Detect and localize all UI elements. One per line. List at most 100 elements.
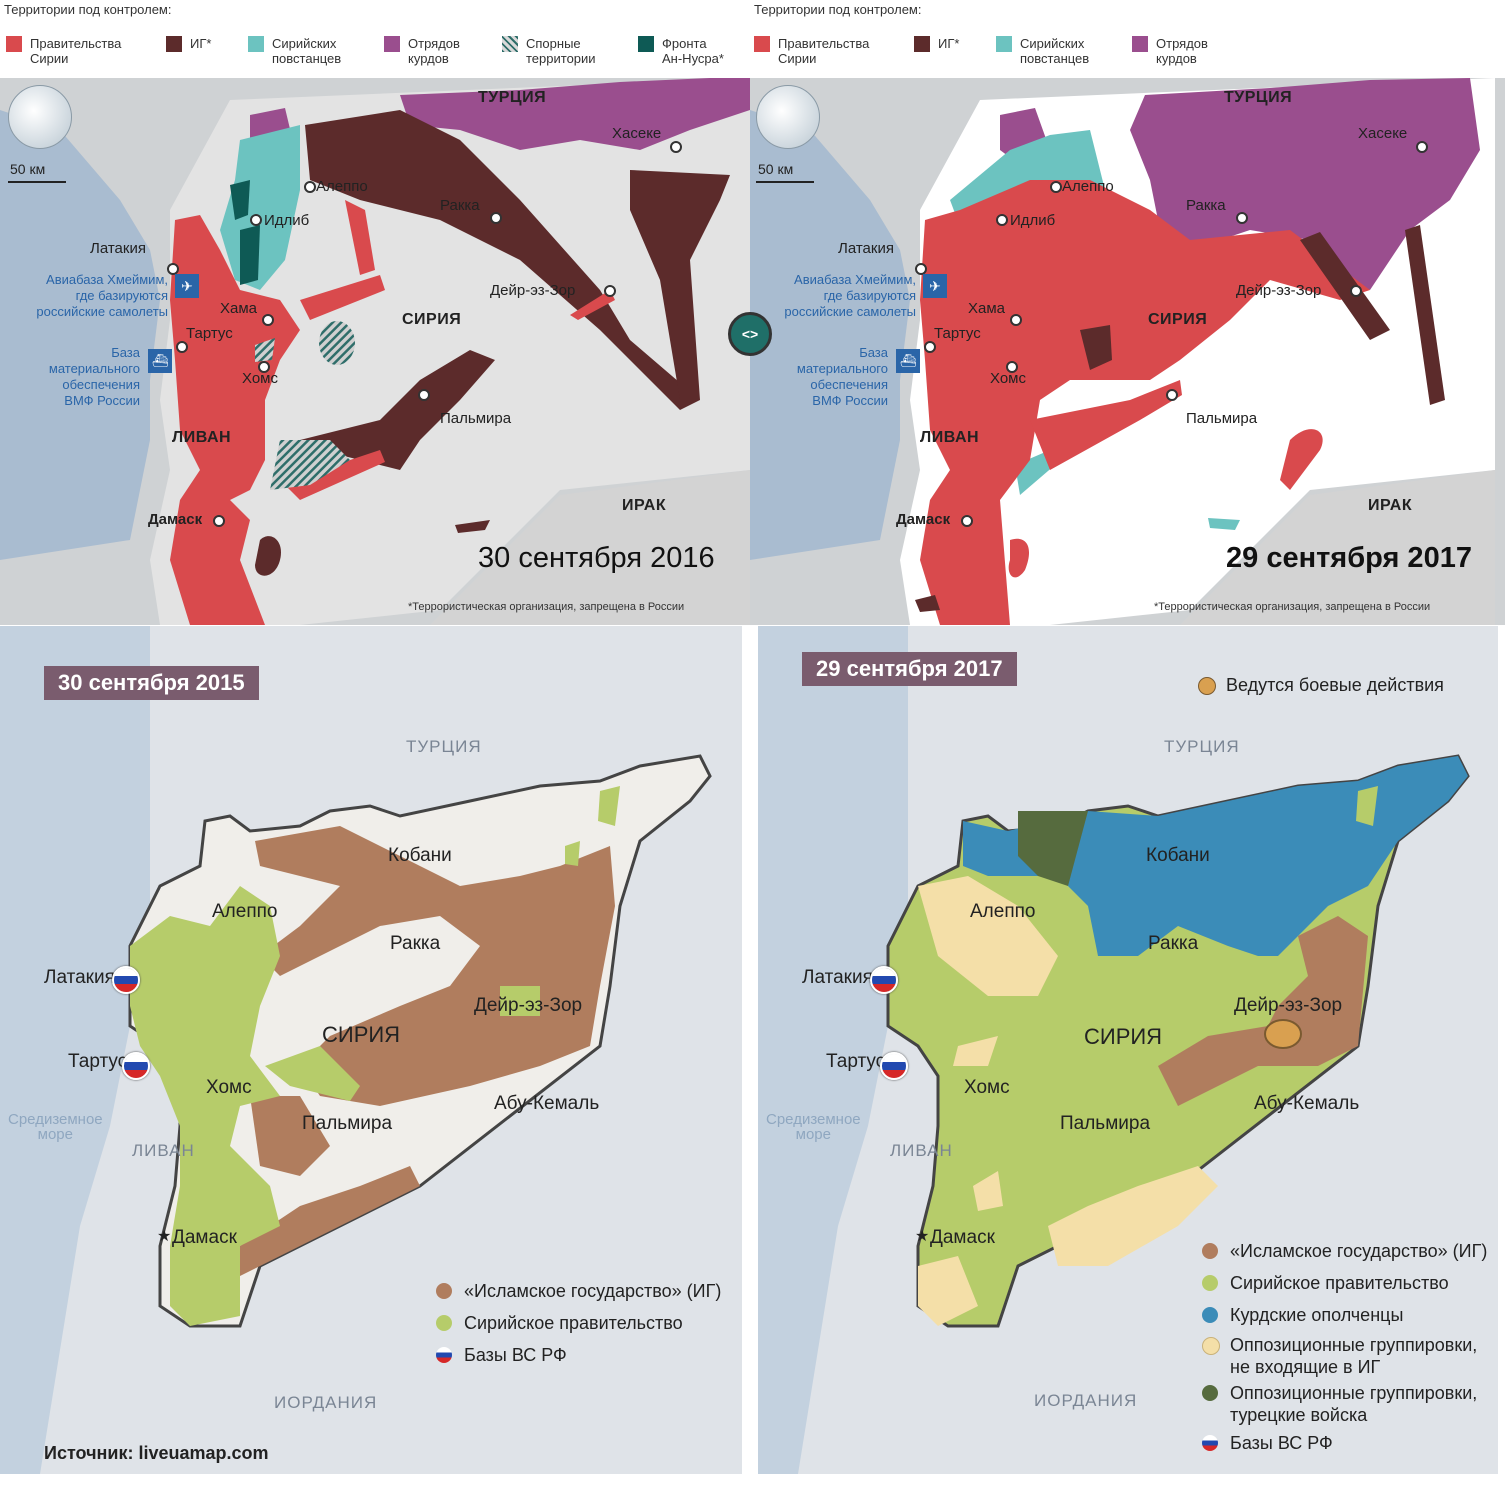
city-dot-hama [1010,314,1022,326]
label-turkey: ТУРЦИЯ [1224,89,1293,106]
compare-swap-button[interactable]: <> [728,312,772,356]
label-airbase: Авиабаза Хмеймим, где базируются российс… [36,272,168,319]
label-homs: Хомс [242,370,278,387]
label-raqqa: Ракка [440,197,480,214]
ship-icon: ⛴ [148,349,172,373]
russian-base-icon [870,966,898,994]
label-deir: Дейр-эз-Зор [474,995,583,1016]
legend-item-is: «Исламское государство» (ИГ) [436,1280,736,1304]
fighting-legend: Ведутся боевые действия [1198,674,1488,698]
globe-icon [8,85,72,149]
city-dot-aleppo [1050,181,1062,193]
label-navybase: База материального обеспечения ВМФ Росси… [48,345,140,408]
legend-item-kurds: Курдские ополченцы [1202,1304,1492,1328]
label-aleppo: Алеппо [212,901,278,922]
city-dot-damascus [961,515,973,527]
label-tartus: Тартус [186,325,233,342]
scale-bar [756,181,814,183]
label-abu-kemal: Абу-Кемаль [494,1093,600,1114]
label-damascus: Дамаск [896,511,951,528]
legend-top-right: Территории под контролем: Правительства … [754,2,1208,66]
source-label: Источник: liveuamap.com [44,1443,269,1463]
city-dot-hasake [670,141,682,153]
legend-item-is: «Исламское государство» (ИГ) [1202,1240,1492,1264]
city-dot-idlib [996,214,1008,226]
label-syria: СИРИЯ [1084,1024,1163,1049]
russian-base-icon [112,966,140,994]
label-turkey: ТУРЦИЯ [478,89,547,106]
label-aleppo: Алеппо [1062,178,1114,195]
label-tartus: Тартус [934,325,981,342]
airplane-icon: ✈ [923,274,947,298]
city-dot-damascus [213,515,225,527]
label-hama: Хама [220,300,258,317]
label-raqqa: Ракка [1148,933,1199,954]
label-lebanon: ЛИВАН [172,429,232,446]
label-palmyra: Пальмира [440,410,512,427]
label-sea: Средиземное море [8,1111,103,1143]
date-label: 30 сентября 2016 [478,542,715,574]
city-dot-homs [258,361,270,373]
map-2015 [0,626,742,1474]
scale-bar [8,181,66,183]
legend-item-ru-bases: Базы ВС РФ [436,1344,736,1368]
city-dot-latakia [167,263,179,275]
label-hasake: Хасеке [612,125,662,142]
label-sea: Средиземное море [766,1111,861,1143]
scale-label: 50 км [10,161,46,177]
label-syria: СИРИЯ [402,311,462,328]
label-palmyra: Пальмира [302,1113,393,1134]
city-dot-raqqa [490,212,502,224]
date-label: 29 сентября 2017 [802,652,1017,686]
capital-star-icon: ★ [915,1228,930,1245]
label-iraq: ИРАК [622,497,667,514]
label-syria: СИРИЯ [322,1022,401,1047]
globe-icon [756,85,820,149]
map-panel-2016: Территории под контролем: Правительства … [0,0,750,625]
label-lebanon: ЛИВАН [920,429,980,446]
label-tartus: Тартус [68,1051,128,1072]
label-abu-kemal: Абу-Кемаль [1254,1093,1360,1114]
city-dot-homs [1006,361,1018,373]
label-deir: Дейр-эз-Зор [1236,282,1322,299]
label-jordan: ИОРДАНИЯ [1034,1391,1138,1410]
label-kobani: Кобани [1146,845,1210,866]
label-deir: Дейр-эз-Зор [490,282,576,299]
map-2016 [0,78,750,625]
city-dot-palmyra [418,389,430,401]
city-dot-aleppo [304,181,316,193]
date-label: 29 сентября 2017 [1226,542,1472,574]
label-turkey: ТУРЦИЯ [406,737,482,756]
label-latakia: Латакия [838,240,894,257]
label-jordan: ИОРДАНИЯ [274,1393,378,1412]
label-deir: Дейр-эз-Зор [1234,995,1343,1016]
label-hama: Хама [968,300,1006,317]
label-iraq: ИРАК [1368,497,1413,514]
label-homs: Хомс [206,1077,252,1098]
legend-item-gov: Сирийское правительство [1202,1272,1492,1296]
city-dot-hasake [1416,141,1428,153]
label-damascus: Дамаск [148,511,203,528]
legend-item-turkish: Оппозиционные группировки, турецкие войс… [1202,1382,1492,1428]
label-raqqa: Ракка [1186,197,1226,214]
label-damascus: Дамаск [930,1227,995,1248]
city-dot-raqqa [1236,212,1248,224]
map-2017-bottom [758,626,1498,1474]
legend-top-left: Территории под контролем: Правительства … [4,2,724,66]
label-airbase: Авиабаза Хмеймим, где базируются российс… [784,272,916,319]
label-raqqa: Ракка [390,933,441,954]
date-label: 30 сентября 2015 [44,666,259,700]
city-dot-deir [1350,285,1362,297]
map-2017-top [750,78,1505,625]
legend-title: Территории под контролем: [4,2,172,17]
label-latakia: Латакия [802,967,873,988]
footnote: *Террористическая организация, запрещена… [408,601,685,613]
label-hasake: Хасеке [1358,125,1408,142]
map-panel-2017-bottom: 29 сентября 2017 Ведутся боевые действия… [758,626,1498,1474]
label-homs: Хомс [964,1077,1010,1098]
city-dot-deir [604,285,616,297]
city-dot-palmyra [1166,389,1178,401]
city-dot-latakia [915,263,927,275]
legend-item-opposition: Оппозиционные группировки, не входящие в… [1202,1334,1492,1380]
label-palmyra: Пальмира [1060,1113,1151,1134]
